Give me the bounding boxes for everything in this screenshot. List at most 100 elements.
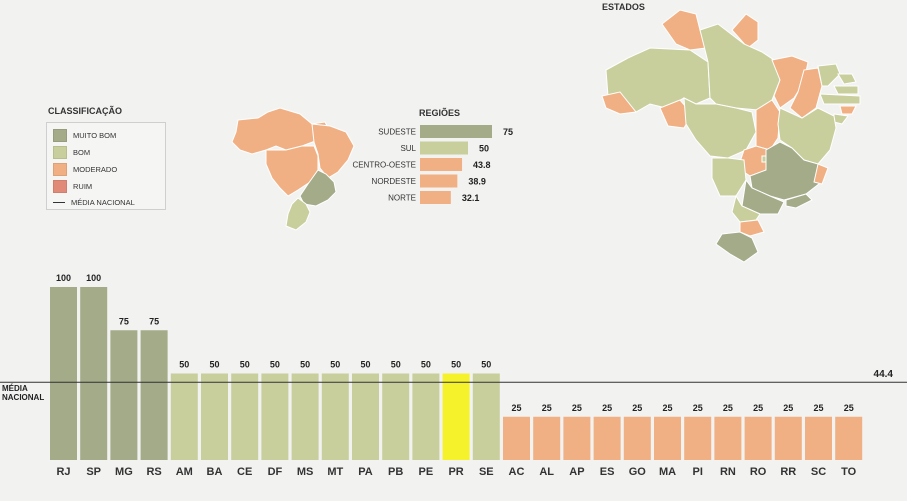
- state-value-label: 100: [56, 273, 71, 283]
- state-category-label: BA: [207, 466, 223, 478]
- state-value-label: 75: [119, 316, 129, 326]
- state-bar: [835, 416, 863, 460]
- state-bar: [140, 330, 168, 460]
- state-bar: [623, 416, 651, 460]
- map-state-rs: [715, 231, 759, 263]
- state-bar: [412, 373, 440, 460]
- state-category-label: PB: [388, 466, 403, 478]
- state-value-label: 50: [300, 360, 310, 370]
- state-bar: [170, 373, 198, 460]
- region-value-label: 50: [479, 144, 489, 154]
- state-value-label: 25: [542, 403, 552, 413]
- state-value-label: 50: [209, 360, 219, 370]
- region-value-label: 38.9: [468, 177, 486, 187]
- region-value-label: 75: [503, 127, 513, 137]
- state-category-label: RR: [780, 466, 796, 478]
- state-bar: [231, 373, 259, 460]
- state-value-label: 25: [783, 403, 793, 413]
- legend-label: RUIM: [73, 181, 93, 191]
- legend-swatch: [53, 179, 67, 193]
- legend-label: MUITO BOM: [73, 130, 117, 140]
- state-bar: [744, 416, 772, 460]
- state-value-label: 50: [421, 360, 431, 370]
- state-category-label: AM: [176, 466, 193, 478]
- legend-swatch: [53, 145, 67, 159]
- state-category-label: PI: [692, 466, 702, 478]
- map-state-sc: [739, 219, 765, 237]
- map-region-nordeste: [311, 123, 355, 179]
- state-bar: [805, 416, 832, 460]
- state-category-label: GO: [629, 466, 647, 478]
- map-state-ma: [771, 55, 809, 109]
- state-value-label: 25: [693, 403, 703, 413]
- state-bar: [774, 416, 802, 460]
- state-value-label: 25: [511, 403, 521, 413]
- region-value-label: 43.8: [473, 160, 491, 170]
- region-value-label: 32.1: [462, 193, 480, 203]
- national-average-label: MÉDIA: [2, 384, 28, 393]
- states-map: [601, 9, 861, 263]
- state-category-label: PR: [448, 466, 463, 478]
- state-bar: [321, 373, 349, 460]
- legend: MUITO BOM BOM MODERADO RUIM MÉDIA NACION…: [46, 122, 166, 210]
- state-category-label: AL: [539, 466, 554, 478]
- state-category-label: DF: [268, 466, 283, 478]
- map-state-se: [833, 113, 849, 125]
- state-bar: [50, 287, 77, 460]
- state-value-label: 25: [572, 403, 582, 413]
- state-bar: [714, 416, 742, 460]
- state-category-label: RJ: [56, 466, 70, 478]
- state-bar: [503, 416, 530, 460]
- map-region-sul: [285, 197, 311, 231]
- state-category-label: PE: [419, 466, 434, 478]
- region-label: NORTE: [388, 194, 416, 203]
- state-bar: [382, 373, 410, 460]
- map-state-ce: [817, 63, 841, 87]
- map-state-rn: [837, 73, 857, 85]
- legend-item-muito-bom: MUITO BOM: [53, 128, 117, 142]
- map-state-es: [813, 163, 829, 185]
- state-bar: [291, 373, 319, 460]
- state-value-label: 25: [844, 403, 854, 413]
- state-category-label: RO: [750, 466, 767, 478]
- legend-item-moderado: MODERADO: [53, 162, 117, 176]
- state-value-label: 25: [662, 403, 672, 413]
- state-value-label: 50: [360, 360, 370, 370]
- state-bar: [352, 373, 379, 460]
- state-bar: [472, 373, 500, 460]
- legend-swatch: [53, 162, 67, 176]
- state-bar: [442, 373, 470, 460]
- national-average-label: NACIONAL: [2, 393, 44, 402]
- legend-title: CLASSIFICAÇÃO: [48, 106, 122, 116]
- state-category-label: PA: [358, 466, 373, 478]
- state-value-label: 25: [753, 403, 763, 413]
- map-state-to: [755, 99, 781, 151]
- state-category-label: SC: [811, 466, 826, 478]
- state-value-label: 50: [451, 360, 461, 370]
- state-category-label: SP: [86, 466, 101, 478]
- region-bar: [420, 158, 463, 171]
- map-state-ac: [601, 91, 637, 115]
- states-chart: 100 RJ 100 SP 75 MG 75 RS 50 AM 50 BA 50 CE 50 DF 50 MS 50…: [0, 273, 907, 478]
- region-label: CENTRO-OESTE: [352, 161, 416, 170]
- state-value-label: 25: [723, 403, 733, 413]
- state-bar: [110, 330, 138, 460]
- state-value-label: 25: [813, 403, 823, 413]
- map-state-mt: [683, 97, 757, 159]
- state-value-label: 25: [632, 403, 642, 413]
- legend-swatch: [53, 128, 67, 142]
- state-value-label: 50: [179, 360, 189, 370]
- state-category-label: RS: [146, 466, 161, 478]
- state-category-label: CE: [237, 466, 252, 478]
- state-bar: [80, 287, 108, 460]
- region-label: SUL: [400, 144, 416, 153]
- map-state-ms: [711, 157, 747, 197]
- region-label: SUDESTE: [378, 128, 416, 137]
- map-region-sudeste: [299, 169, 337, 207]
- map-state-ba: [777, 107, 837, 165]
- map-state-rj: [785, 193, 813, 209]
- state-value-label: 50: [240, 360, 250, 370]
- state-category-label: AP: [569, 466, 584, 478]
- state-value-label: 100: [86, 273, 101, 283]
- state-category-label: MT: [327, 466, 343, 478]
